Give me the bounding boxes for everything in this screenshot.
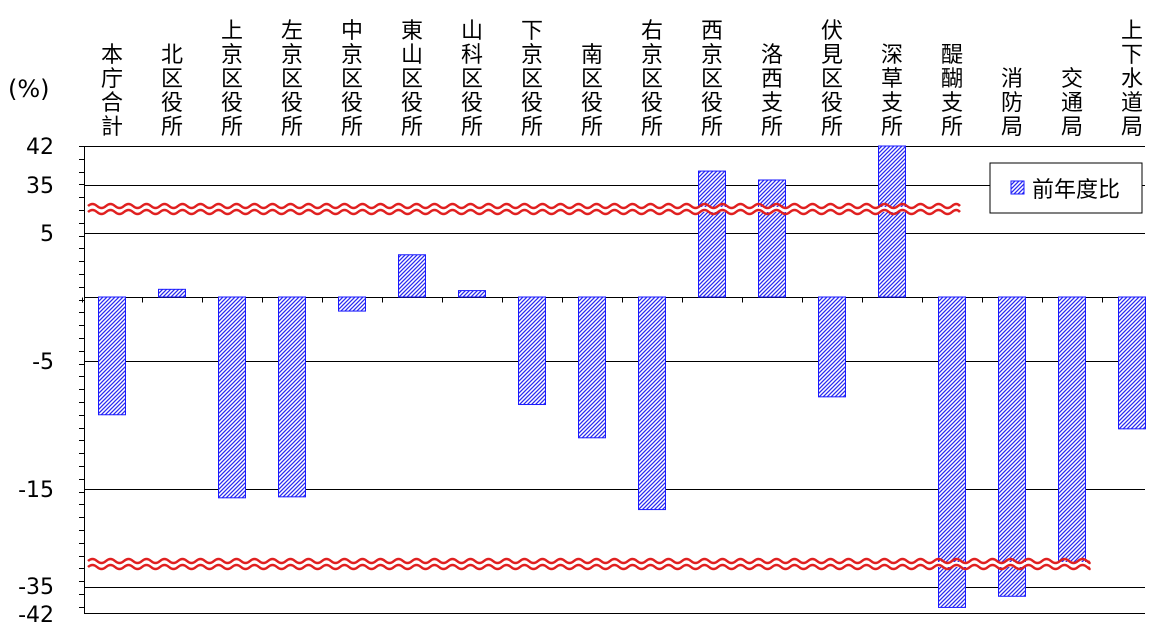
- category-label-15: 醍醐支所: [941, 43, 963, 140]
- category-label-12: 洛西支所: [761, 43, 783, 140]
- category-label-5: 中京区役所: [341, 19, 363, 140]
- legend: 前年度比: [989, 162, 1143, 214]
- y-tick-label: 42: [26, 135, 54, 160]
- category-label-2: 北区役所: [161, 43, 183, 140]
- bar-1: [98, 296, 126, 416]
- bar-10: [638, 296, 666, 511]
- bar-11: [698, 170, 726, 298]
- bar-14: [878, 145, 906, 298]
- category-label-11: 西京区役所: [701, 19, 723, 140]
- bar-15: [938, 296, 966, 608]
- category-label-3: 上京区役所: [221, 19, 243, 140]
- bar-5: [338, 296, 366, 312]
- category-label-8: 下京区役所: [521, 19, 543, 140]
- axis-break-marks: [87, 202, 1091, 571]
- y-axis: 42 35 5 -5 -15 -35 -42: [18, 135, 85, 626]
- bar-8: [518, 296, 546, 406]
- bar-12: [758, 179, 786, 298]
- legend-swatch: [1010, 180, 1025, 195]
- category-label-7: 山科区役所: [461, 19, 483, 140]
- category-label-14: 深草支所: [881, 43, 903, 140]
- bar-9: [578, 296, 606, 439]
- y-tick-label: 35: [26, 174, 54, 199]
- category-label-16: 消防局: [1001, 67, 1023, 140]
- y-tick-label: -35: [18, 575, 54, 600]
- bar-4: [278, 296, 306, 498]
- y-tick-label: -42: [18, 603, 54, 626]
- category-label-4: 左京区役所: [281, 19, 303, 140]
- bar-16: [998, 296, 1026, 597]
- category-labels: 本庁合計 北区役所 上京区役所 左京区役所 中京区役所 東山区役所 山科区役所 下京区役所 南区…: [101, 19, 1143, 140]
- x-axis: [82, 297, 1145, 303]
- category-label-18: 上下水道局: [1121, 19, 1143, 140]
- category-label-6: 東山区役所: [401, 19, 423, 140]
- unit-label: (%): [8, 75, 50, 103]
- bar-3: [218, 296, 246, 499]
- bars: [98, 145, 1146, 608]
- gridlines: [84, 146, 1145, 614]
- bar-18: [1118, 296, 1146, 430]
- category-label-1: 本庁合計: [101, 43, 123, 140]
- bar-17: [1058, 296, 1086, 566]
- category-label-10: 右京区役所: [641, 19, 663, 140]
- axis-break-mark: [87, 557, 1091, 571]
- bar-7: [458, 290, 486, 298]
- category-label-13: 伏見区役所: [821, 19, 843, 140]
- axis-break-mark: [87, 202, 961, 216]
- y-tick-label: -15: [18, 478, 54, 503]
- bar-13: [818, 296, 846, 398]
- category-label-17: 交通局: [1061, 67, 1083, 140]
- legend-label: 前年度比: [1032, 178, 1120, 203]
- y-tick-label: -5: [32, 350, 54, 375]
- category-label-9: 南区役所: [581, 43, 603, 140]
- y-tick-label: 5: [40, 222, 54, 247]
- bar-2: [158, 288, 186, 298]
- bar-6: [398, 254, 426, 298]
